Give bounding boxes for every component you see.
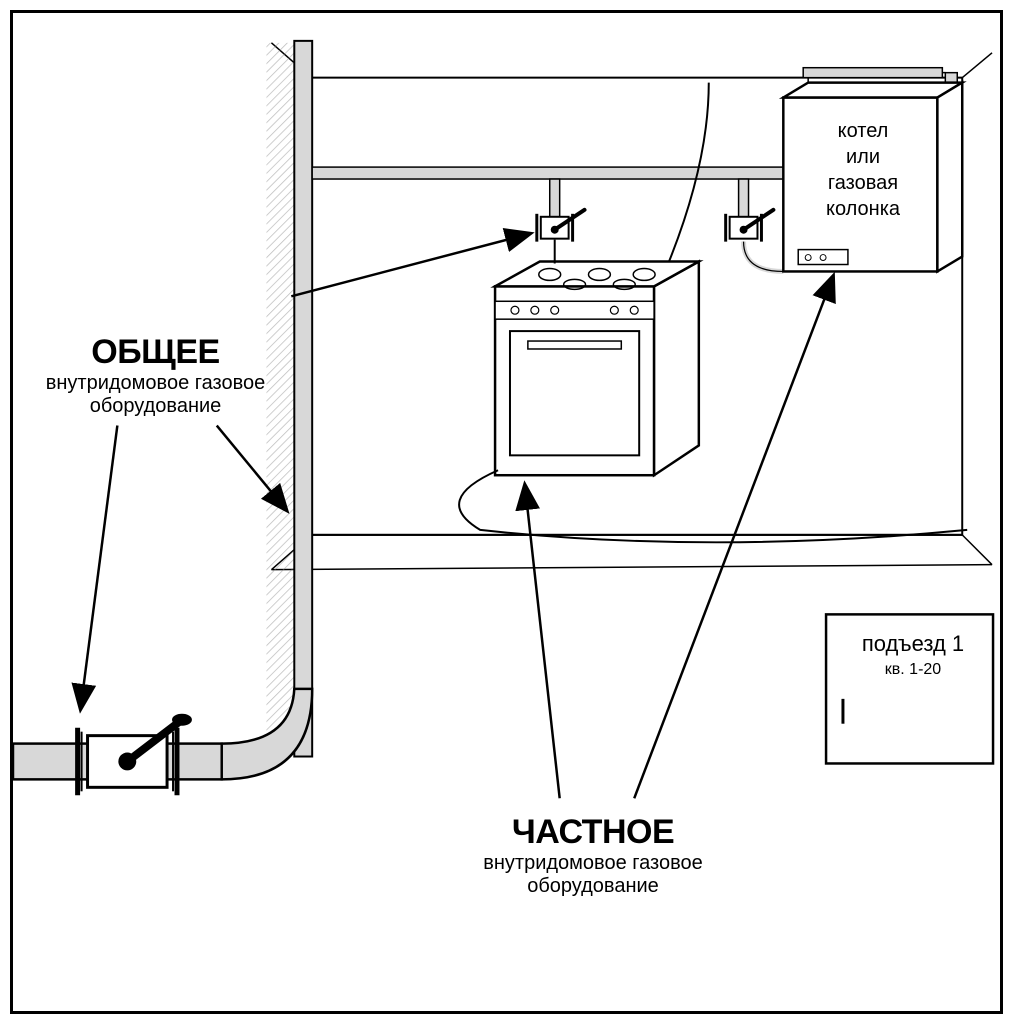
stove-valve <box>537 210 585 242</box>
common-equipment-label: ОБЩЕЕ внутридомовое газовое оборудование <box>23 333 288 418</box>
floor-hose <box>459 470 967 542</box>
private-sub2: оборудование <box>453 875 733 898</box>
boiler-label: котел или газовая колонка <box>808 118 918 222</box>
boiler-line4: колонка <box>808 196 918 222</box>
common-sub2: оборудование <box>23 395 288 418</box>
common-sub1: внутридомовое газовое <box>23 372 288 395</box>
boiler-valve <box>726 210 774 242</box>
main-shutoff-valve <box>78 714 192 796</box>
private-equipment-label: ЧАСТНОЕ внутридомовое газовое оборудован… <box>453 813 733 898</box>
arrow-private-to-stove <box>525 485 560 798</box>
boiler-line2: или <box>808 144 918 170</box>
boiler-line1: котел <box>808 118 918 144</box>
private-title: ЧАСТНОЕ <box>453 813 733 852</box>
arrow-common-to-valve <box>81 426 118 709</box>
common-title: ОБЩЕЕ <box>23 333 288 372</box>
gas-stove <box>495 262 699 476</box>
entrance-label: подъезд 1 кв. 1-20 <box>838 631 988 679</box>
vertical-main-pipe <box>294 41 312 757</box>
boiler-line3: газовая <box>808 170 918 196</box>
entrance-title: подъезд 1 <box>838 631 988 657</box>
diagram-frame: ОБЩЕЕ внутридомовое газовое оборудование… <box>10 10 1003 1014</box>
private-sub1: внутридомовое газовое <box>453 852 733 875</box>
entrance-subtitle: кв. 1-20 <box>838 661 988 679</box>
diagram-container: ОБЩЕЕ внутридомовое газовое оборудование… <box>13 13 1000 1011</box>
